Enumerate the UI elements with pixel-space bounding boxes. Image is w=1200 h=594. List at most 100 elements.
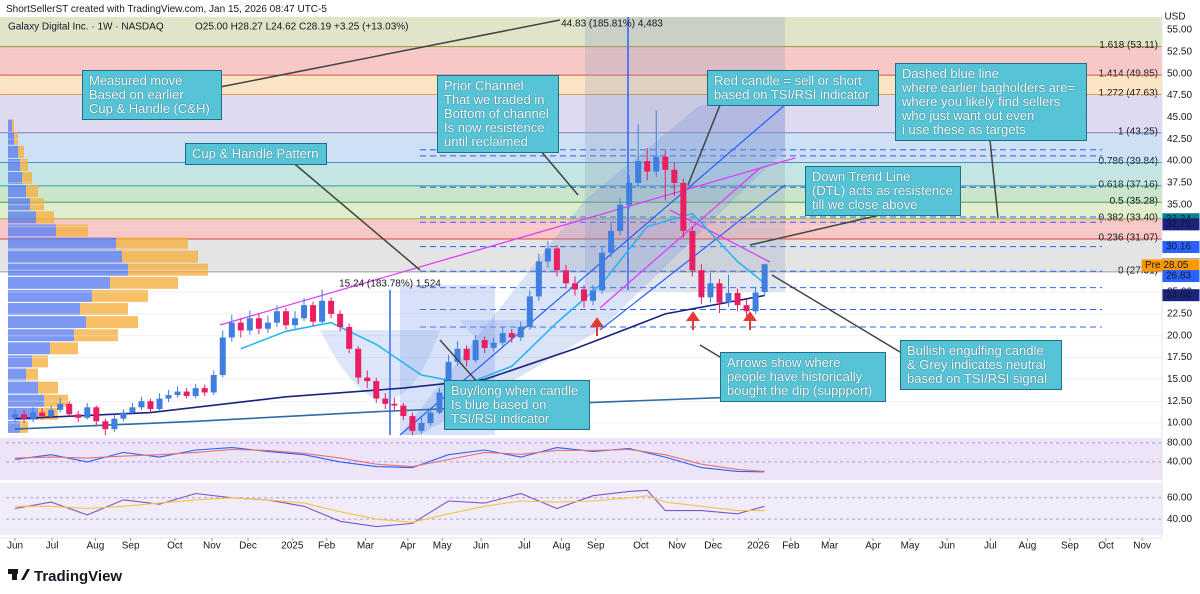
candle-body — [481, 340, 488, 348]
volume-bar — [122, 250, 198, 263]
price-badge — [1162, 270, 1200, 283]
x-tick-label: May — [901, 541, 920, 552]
candle-body — [400, 405, 407, 417]
candle-body — [174, 391, 181, 396]
x-tick-label: Apr — [865, 541, 881, 552]
candle-body — [273, 311, 280, 323]
x-tick-label: Sep — [122, 541, 140, 552]
candle-body — [57, 403, 64, 410]
candle-body — [328, 300, 335, 314]
volume-bar — [26, 368, 38, 381]
candle-body — [707, 283, 714, 298]
price-badge-label: 32.75 — [1166, 219, 1191, 230]
volume-bar — [8, 342, 50, 355]
volume-bar — [50, 342, 78, 355]
x-tick-label: Aug — [87, 541, 105, 552]
candle-body — [373, 381, 380, 399]
candle-body — [508, 333, 515, 338]
candle-body — [382, 398, 389, 404]
x-tick-label: 2025 — [281, 541, 304, 552]
y-tick-label: 15.00 — [1167, 374, 1192, 385]
candle-body — [111, 418, 118, 430]
candle-body — [590, 290, 597, 301]
candle-body — [689, 230, 696, 271]
candle-body — [48, 409, 55, 417]
x-tick-label: Dec — [704, 541, 722, 552]
candle-body — [427, 412, 434, 424]
candle-body — [310, 305, 317, 322]
volume-bar — [8, 420, 20, 433]
volume-bar — [38, 381, 58, 394]
volume-bar — [8, 172, 22, 185]
candle-body — [255, 318, 262, 329]
credit: ShortSellerST created with TradingView.c… — [6, 4, 327, 15]
candle-body — [472, 340, 479, 361]
candle-body — [662, 156, 669, 170]
x-tick-label: Jul — [46, 541, 59, 552]
candle-body — [282, 311, 289, 326]
candle-body — [301, 305, 308, 319]
x-tick-label: Feb — [318, 541, 336, 552]
y-tick-label: 52.50 — [1167, 47, 1192, 58]
candle-body — [246, 318, 253, 331]
candle-body — [409, 416, 416, 431]
pane-tick-label: 80.00 — [1167, 437, 1192, 448]
candle-body — [653, 156, 660, 172]
candle-body — [364, 377, 371, 382]
volume-bar — [8, 158, 20, 171]
pane-tick-label: 40.00 — [1167, 514, 1192, 525]
fib-label: 0.786 (39.84) — [1099, 156, 1159, 167]
fib-label: 0 (27.31) — [1118, 266, 1158, 277]
candle-body — [599, 252, 606, 291]
candle-body — [210, 375, 217, 393]
legend-ohlc: O25.00 H28.27 L24.62 C28.19 +3.25 (+13.0… — [195, 22, 409, 33]
candle-body — [138, 401, 145, 408]
indicator-line — [14, 447, 765, 473]
measure-label: 44.83 (185.81%) 4,483 — [561, 19, 663, 30]
pane-tick-label: 40.00 — [1167, 456, 1192, 467]
candle-body — [337, 313, 344, 327]
candle-body — [66, 403, 73, 415]
measure-box — [585, 17, 785, 292]
volume-bar — [92, 289, 148, 302]
fib-label: 0.382 (33.40) — [1099, 212, 1159, 223]
fib-band — [0, 218, 1162, 240]
volume-bar — [8, 145, 18, 158]
candle-body — [39, 412, 46, 417]
currency: USD — [1164, 12, 1185, 23]
volume-bar — [116, 237, 188, 250]
volume-bar — [20, 420, 28, 433]
candle-body — [734, 292, 741, 306]
volume-bar — [8, 303, 80, 316]
candle-body — [761, 264, 768, 293]
candle-body — [499, 333, 506, 343]
candle-body — [581, 289, 587, 301]
fib-label: 0.236 (31.07) — [1099, 233, 1159, 244]
callout: Buy/long when candle Is blue based on TS… — [444, 380, 590, 430]
volume-bar — [8, 355, 32, 368]
candle-body — [147, 401, 154, 410]
candle-body — [680, 182, 687, 231]
volume-bar — [12, 119, 14, 132]
y-tick-label: 10.00 — [1167, 418, 1192, 429]
volume-bar — [86, 316, 138, 329]
callout: Dashed blue line where earlier bagholder… — [895, 63, 1087, 141]
fib-band — [0, 185, 1162, 203]
x-tick-label: Nov — [1133, 541, 1151, 552]
trend-line — [669, 209, 771, 263]
x-tick-label: Oct — [633, 541, 649, 552]
candle-body — [635, 161, 642, 183]
candle-body — [219, 337, 226, 376]
x-tick-label: Mar — [357, 541, 375, 552]
candle-body — [571, 283, 578, 290]
y-tick-label: 37.50 — [1167, 178, 1192, 189]
x-tick-label: Feb — [782, 541, 800, 552]
volume-bar — [8, 381, 38, 394]
handle-shape — [460, 320, 530, 345]
volume-bar — [8, 250, 122, 263]
candle-body — [201, 388, 208, 393]
brand: TradingView — [34, 568, 123, 585]
y-tick-label: 42.50 — [1167, 134, 1192, 145]
callout-pointers — [214, 19, 999, 386]
callout: Arrows show where people have historical… — [720, 352, 886, 402]
